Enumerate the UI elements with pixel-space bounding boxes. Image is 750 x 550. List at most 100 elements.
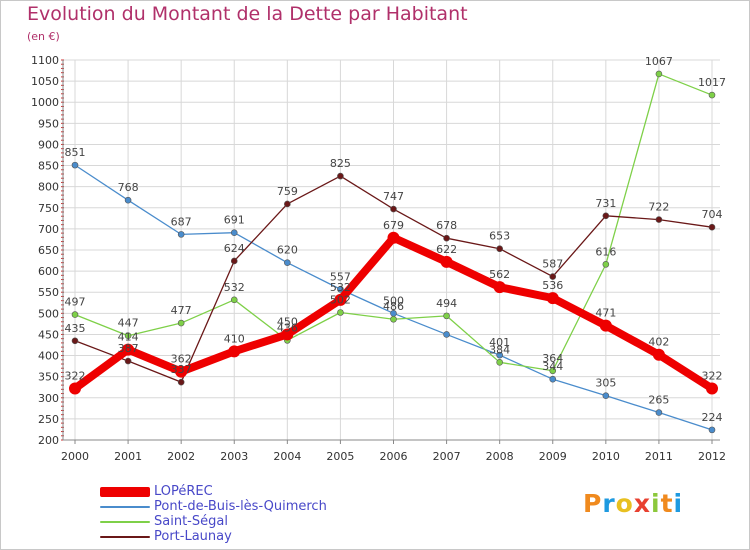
data-label: 825 <box>330 157 351 170</box>
y-tick-label: 1100 <box>31 54 59 67</box>
y-tick-label: 450 <box>38 328 59 341</box>
data-point <box>443 331 450 338</box>
legend-swatch <box>100 505 150 508</box>
y-tick-label: 500 <box>38 307 59 320</box>
data-point <box>496 351 503 359</box>
legend-swatch <box>100 486 150 497</box>
chart-unit-label: (en €) <box>27 30 60 43</box>
data-point <box>281 328 294 341</box>
data-point <box>493 281 506 294</box>
data-point <box>71 161 79 169</box>
logo-letter: x <box>633 489 651 518</box>
data-label: 679 <box>383 219 404 232</box>
data-label: 402 <box>648 336 669 349</box>
data-point <box>708 223 716 231</box>
data-label: 616 <box>595 245 616 258</box>
x-tick-label: 2006 <box>380 450 408 463</box>
data-label: 322 <box>702 369 723 382</box>
data-point <box>122 343 135 356</box>
data-label: 497 <box>65 296 86 309</box>
data-label: 1067 <box>645 55 673 68</box>
data-point <box>337 285 344 293</box>
y-tick-label: 950 <box>38 117 59 130</box>
data-point <box>549 273 557 280</box>
data-label: 562 <box>489 268 510 281</box>
data-label: 759 <box>277 185 298 198</box>
data-label: 450 <box>277 315 298 328</box>
legend-label: LOPéREC <box>154 484 213 499</box>
data-point <box>390 205 397 213</box>
data-label: 851 <box>65 146 86 159</box>
data-label: 587 <box>542 258 563 271</box>
chart-legend: LOPéREC Pont-de-Buis-lès-Quimerch Saint-Sé… <box>100 484 327 544</box>
legend-swatch <box>100 520 150 523</box>
data-point <box>496 359 503 366</box>
x-tick-label: 2012 <box>698 450 726 463</box>
legend-label: Pont-de-Buis-lès-Quimerch <box>154 499 327 514</box>
data-label: 731 <box>595 197 616 210</box>
legend-item: Saint-Ségal <box>100 514 327 529</box>
legend-item: Port-Launay <box>100 529 327 544</box>
data-label: 362 <box>171 353 192 366</box>
data-point <box>496 245 503 253</box>
x-tick-label: 2005 <box>326 450 354 463</box>
data-label: 410 <box>224 332 245 345</box>
data-point <box>228 345 241 358</box>
data-point <box>337 172 344 180</box>
data-point <box>284 200 291 208</box>
y-tick-label: 400 <box>38 350 59 363</box>
data-point <box>549 375 557 383</box>
y-tick-label: 650 <box>38 244 59 257</box>
data-label: 624 <box>224 242 245 255</box>
logo-letter: t <box>660 489 674 518</box>
x-tick-label: 2008 <box>486 450 514 463</box>
data-point <box>177 378 185 386</box>
y-tick-label: 300 <box>38 392 59 405</box>
y-tick-label: 350 <box>38 371 59 384</box>
y-tick-label: 550 <box>38 286 59 299</box>
legend-item: LOPéREC <box>100 484 327 499</box>
data-label: 1017 <box>698 76 726 89</box>
data-label: 265 <box>648 394 669 407</box>
data-label: 620 <box>277 244 298 257</box>
legend-item: Pont-de-Buis-lès-Quimerch <box>100 499 327 514</box>
data-point <box>602 261 610 268</box>
y-tick-label: 600 <box>38 265 59 278</box>
data-label: 337 <box>171 363 192 376</box>
y-tick-label: 850 <box>38 160 59 173</box>
data-label: 436 <box>277 321 298 334</box>
y-tick-label: 250 <box>38 413 59 426</box>
data-point <box>549 367 557 375</box>
data-point <box>599 319 612 332</box>
data-point <box>387 231 400 244</box>
data-label: 447 <box>118 317 139 330</box>
x-tick-label: 2002 <box>167 450 195 463</box>
x-tick-label: 2009 <box>539 450 567 463</box>
y-tick-label: 1050 <box>31 75 59 88</box>
data-point <box>177 231 185 238</box>
data-point <box>124 332 132 340</box>
data-label: 622 <box>436 243 457 256</box>
x-tick-label: 2000 <box>61 450 89 463</box>
data-label: 691 <box>224 214 245 227</box>
y-tick-label: 200 <box>38 434 59 447</box>
data-label: 678 <box>436 219 457 232</box>
data-point <box>708 426 716 434</box>
x-tick-label: 2007 <box>433 450 461 463</box>
data-point <box>655 70 663 78</box>
legend-label: Saint-Ségal <box>154 514 228 529</box>
data-point <box>124 196 132 204</box>
logo-letter: o <box>615 489 634 518</box>
data-label: 502 <box>330 293 351 306</box>
data-label: 494 <box>436 297 457 310</box>
data-label: 704 <box>702 208 723 221</box>
data-label: 471 <box>595 307 616 320</box>
data-label: 653 <box>489 230 510 243</box>
data-point <box>443 312 450 320</box>
logo-letter: i <box>673 489 684 518</box>
y-tick-label: 1000 <box>31 96 59 109</box>
data-label: 344 <box>542 360 563 373</box>
data-point <box>177 319 185 327</box>
chart-title: Evolution du Montant de la Dette par Hab… <box>27 3 468 25</box>
